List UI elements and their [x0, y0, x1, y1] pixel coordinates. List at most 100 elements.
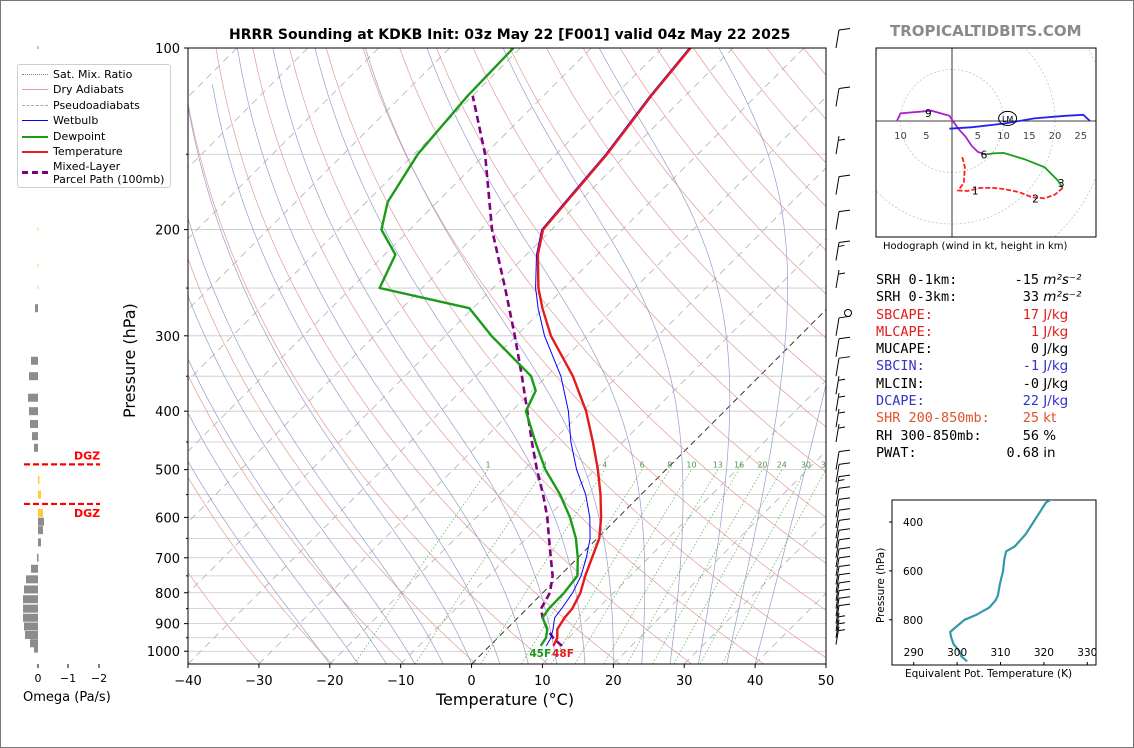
- stat-unit: J/kg: [1039, 306, 1069, 323]
- brand-watermark: TROPICALTIDBITS.COM: [890, 22, 1082, 40]
- stat-value-wrap: 25: [876, 410, 1039, 427]
- theta-e-line: [949, 500, 1053, 663]
- mixing-ratio-label: 30: [801, 461, 811, 470]
- omega-bar: [24, 622, 38, 631]
- y-tick-label: 800: [155, 587, 180, 602]
- profile-dewpoint: [378, 48, 579, 647]
- barb-shaft: [835, 464, 840, 483]
- mixing-ratio-line: [603, 469, 719, 664]
- legend: Sat. Mix. Ratio Dry Adiabats Pseudoadiabat…: [17, 64, 171, 188]
- theta-e-y-tick-label: 800: [903, 615, 923, 627]
- stat-unit: m²s⁻²: [1039, 289, 1082, 306]
- y-tick-label: 700: [155, 552, 180, 567]
- barb-flag: [838, 518, 851, 521]
- hodograph-height-label: 6: [981, 149, 988, 161]
- skewt-axes: 45F 48F −40 −30 −20 −10 0 10 20 30 40 50 100 200 300 40…: [147, 42, 834, 689]
- legend-swatch: [22, 74, 48, 75]
- skewt-axes-frame: [187, 47, 827, 665]
- barb-half: [838, 629, 846, 632]
- x-tick-label: 20: [605, 674, 622, 689]
- dry-adiabat: [188, 571, 261, 664]
- barb-shaft: [835, 598, 840, 617]
- theta-e-ylabel: Pressure (hPa): [875, 547, 887, 623]
- barb-shaft: [835, 88, 840, 107]
- hodograph-tick-label: 15: [1023, 131, 1036, 142]
- dry-adiabat: [188, 476, 333, 664]
- barb-half: [838, 378, 846, 381]
- moist-adiabat: [188, 358, 387, 664]
- moist-adiabat: [188, 217, 444, 664]
- mixing-ratio-line: [673, 469, 783, 664]
- omega-bar: [37, 553, 39, 562]
- barb-half: [838, 426, 846, 429]
- barb-flag: [838, 572, 851, 576]
- mixing-ratio-line: [699, 469, 807, 664]
- theta-e-x-tick-label: 310: [990, 647, 1010, 659]
- omega-bar: [30, 639, 38, 648]
- stat-row: MLCAPE: 1 J/kg: [876, 324, 1126, 341]
- stat-row: RH 300-850mb: 56 %: [876, 428, 1126, 445]
- legend-swatch: [22, 89, 48, 91]
- legend-item: Sat. Mix. Ratio: [18, 68, 170, 82]
- legend-swatch: [22, 135, 48, 138]
- dry-adiabat: [289, 48, 764, 664]
- legend-swatch: [22, 151, 48, 153]
- hodograph-height-label: 1: [972, 186, 979, 198]
- barb-flag: [838, 537, 851, 541]
- skewt-background-lines: 1 2 4 6 8 10 13 16 20 24 30 36: [188, 48, 826, 664]
- omega-bar: [29, 372, 38, 381]
- barb-flag: [838, 555, 851, 559]
- barb-shaft: [835, 358, 840, 377]
- isotherm-line: [188, 48, 450, 311]
- barb-shaft: [835, 317, 840, 336]
- stat-value-wrap: 56: [876, 428, 1039, 445]
- barb-half: [838, 272, 846, 275]
- stats-table: SRH 0-1km: -15 m²s⁻² SRH 0-3km: 33 m²s⁻² SBC…: [876, 272, 1126, 462]
- mixing-ratio-line: [480, 469, 606, 664]
- barb-shaft: [835, 566, 840, 585]
- zero-isotherm: [471, 308, 826, 664]
- stat-label: MLCAPE:: [876, 323, 933, 340]
- barb-shaft: [835, 548, 840, 568]
- profile-temperature: [536, 48, 692, 647]
- y-tick-label: 100: [155, 42, 180, 57]
- x-tick-label: 50: [818, 674, 835, 689]
- theta-e-x-tick-label: 300: [947, 647, 967, 659]
- omega-bar: [37, 46, 39, 49]
- theta-e-panel: 290 300 310 320 330 400 600 800: [889, 499, 1097, 666]
- stat-row: MUCAPE: 0 J/kg: [876, 341, 1126, 358]
- omega-bar: [24, 585, 38, 594]
- surface-dewpoint-label: 45F: [529, 648, 551, 660]
- hodograph-height-label: 9: [925, 108, 932, 120]
- stat-value: 0.68: [1006, 444, 1039, 461]
- legend-item: Temperature: [18, 145, 170, 159]
- isotherm-line: [188, 48, 805, 664]
- chart-title: HRRR Sounding at KDKB Init: 03z May 22 […: [229, 27, 791, 43]
- omega-bar: [38, 475, 40, 484]
- moist-adiabat: [188, 460, 331, 664]
- isotherm-line: [188, 48, 734, 594]
- mixing-ratio-label: 10: [686, 461, 696, 470]
- stat-value: 56: [1022, 427, 1039, 444]
- y-tick-label: 200: [155, 224, 180, 239]
- isotherm-line: [188, 48, 379, 240]
- stat-label: SHR 200-850mb:: [876, 410, 990, 427]
- mixing-ratio-line: [574, 469, 692, 664]
- mixing-ratio-label: 4: [602, 461, 607, 470]
- hodograph-tick-label: 10: [997, 131, 1010, 142]
- isotherm-line: [683, 521, 826, 664]
- moist-adiabat: [426, 48, 646, 664]
- skewt-profiles: [378, 48, 692, 647]
- omega-bar: [31, 356, 38, 365]
- barb-half: [838, 138, 846, 141]
- dry-adiabat: [252, 48, 692, 664]
- omega-x-tick-label: −1: [60, 672, 76, 685]
- barb-flag: [838, 209, 851, 213]
- stat-value-wrap: 1: [876, 324, 1039, 341]
- barb-flag: [838, 28, 851, 31]
- legend-item: Pseudoadiabats: [18, 99, 170, 113]
- stat-value: -1: [1022, 358, 1039, 375]
- mixing-ratio-label: 1: [485, 461, 490, 470]
- barb-half: [838, 622, 846, 625]
- theta-e-xlabel: Equivalent Pot. Temperature (K): [905, 668, 1073, 680]
